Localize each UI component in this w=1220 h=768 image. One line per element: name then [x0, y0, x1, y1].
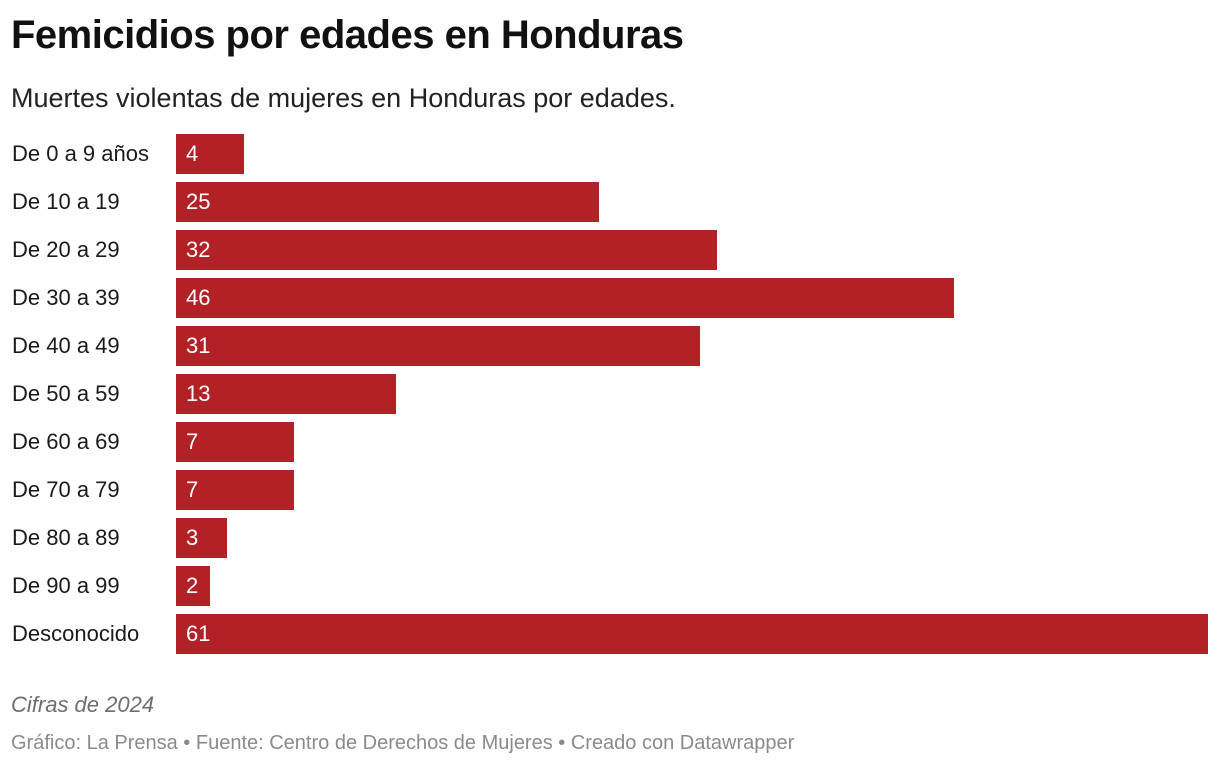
value-label: 25 [186, 189, 211, 214]
value-label: 7 [186, 429, 199, 454]
bar [176, 230, 717, 270]
chart-subtitle: Muertes violentas de mujeres en Honduras… [11, 83, 676, 113]
bar-row: De 10 a 19 25 [0, 182, 1220, 222]
value-label: 13 [186, 381, 211, 406]
value-label: 7 [186, 477, 199, 502]
category-label: De 40 a 49 [12, 333, 120, 358]
category-label: De 30 a 39 [12, 285, 120, 310]
bar-row: De 60 a 69 7 [0, 422, 1220, 462]
value-label: 2 [186, 573, 199, 598]
value-label: 61 [186, 621, 211, 646]
category-label: Desconocido [12, 621, 140, 646]
bar [176, 278, 954, 318]
bar-row: De 30 a 39 46 [0, 278, 1220, 318]
bar-row: De 50 a 59 13 [0, 374, 1220, 414]
bar [176, 422, 294, 462]
bar [176, 518, 227, 558]
bar-row: De 20 a 29 32 [0, 230, 1220, 270]
value-label: 3 [186, 525, 199, 550]
bar-row: De 80 a 89 3 [0, 518, 1220, 558]
bar-row: Desconocido 61 [0, 614, 1220, 654]
bar [176, 470, 294, 510]
category-label: De 80 a 89 [12, 525, 120, 550]
category-label: De 10 a 19 [12, 189, 120, 214]
bar [176, 326, 700, 366]
value-label: 46 [186, 285, 211, 310]
category-label: De 50 a 59 [12, 381, 120, 406]
category-label: De 90 a 99 [12, 573, 120, 598]
bar-row: De 0 a 9 años 4 [0, 134, 1220, 174]
category-label: De 0 a 9 años [12, 141, 149, 166]
bar-chart: De 0 a 9 años 4 De 10 a 19 25 De 20 a 29 32 De… [0, 126, 1220, 666]
value-label: 4 [186, 141, 199, 166]
bar [176, 134, 244, 174]
category-label: De 20 a 29 [12, 237, 120, 262]
bar [176, 566, 210, 606]
bar [176, 614, 1208, 654]
bar-row: De 70 a 79 7 [0, 470, 1220, 510]
chart-title: Femicidios por edades en Honduras [11, 13, 684, 57]
category-label: De 70 a 79 [12, 477, 120, 502]
bar [176, 182, 599, 222]
bar-row: De 40 a 49 31 [0, 326, 1220, 366]
value-label: 32 [186, 237, 211, 262]
bar-row: De 90 a 99 2 [0, 566, 1220, 606]
value-label: 31 [186, 333, 211, 358]
chart-footer: Gráfico: La Prensa • Fuente: Centro de D… [11, 732, 795, 754]
bar [176, 374, 396, 414]
category-label: De 60 a 69 [12, 429, 120, 454]
chart-notes: Cifras de 2024 [11, 692, 155, 717]
